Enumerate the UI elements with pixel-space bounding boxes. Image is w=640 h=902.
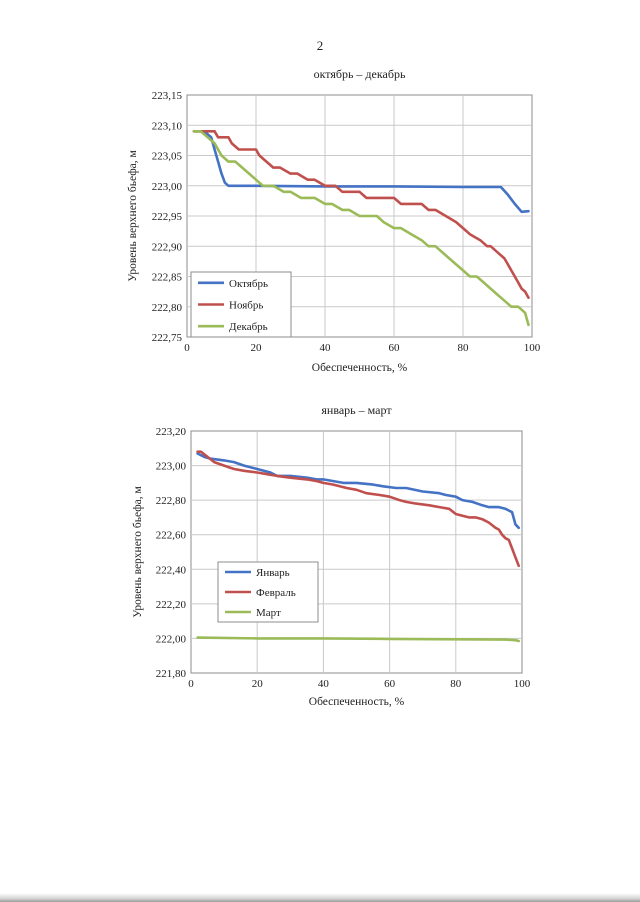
y-tick-label: 223,20 <box>156 426 187 438</box>
page-number: 2 <box>316 38 324 53</box>
x-tick-label: 20 <box>252 678 264 690</box>
y-tick-label: 223,15 <box>152 90 183 102</box>
y-axis-title: Уровень верхнего бьефа, м <box>132 485 144 617</box>
legend-entry: Декабрь <box>229 321 268 333</box>
chart-title: январь – март <box>321 403 392 417</box>
legend-entry: Октябрь <box>229 278 268 290</box>
x-tick-label: 100 <box>524 342 541 354</box>
x-axis-title: Обеспеченность, % <box>309 696 405 708</box>
y-tick-label: 222,20 <box>156 599 187 611</box>
series-line-3 <box>192 130 530 327</box>
y-tick-label: 223,00 <box>152 181 183 193</box>
y-tick-label: 221,80 <box>156 668 187 680</box>
chart-october-december: октябрь – декабрь 0 20 40 60 80 100 222,75 222,8… <box>127 67 541 374</box>
x-tick-label: 40 <box>318 678 330 690</box>
x-tick-label: 40 <box>320 342 332 354</box>
chart-january-march: январь – март 0 20 40 60 80 100 221,80 222,00 222… <box>132 403 531 708</box>
y-tick-label: 222,95 <box>152 211 183 223</box>
x-axis-title: Обеспеченность, % <box>312 362 408 374</box>
x-tick-label: 80 <box>458 342 470 354</box>
series-line-1 <box>192 130 530 214</box>
scan-bottom-edge <box>0 893 640 902</box>
x-tick-label: 0 <box>184 342 190 354</box>
x-tick-label: 20 <box>251 342 263 354</box>
x-tick-label: 0 <box>188 678 194 690</box>
y-tick-label: 222,90 <box>152 241 183 253</box>
y-axis-title: Уровень верхнего бьефа, м <box>127 149 139 281</box>
y-tick-label: 222,80 <box>152 302 183 314</box>
y-tick-label: 222,00 <box>156 633 187 645</box>
y-tick-label: 222,75 <box>152 332 183 344</box>
y-tick-label: 222,40 <box>156 564 187 576</box>
plot-area <box>190 430 523 674</box>
legend-entry: Январь <box>256 567 290 579</box>
y-tick-label: 223,00 <box>156 461 187 473</box>
legend-entry: Февраль <box>256 587 296 599</box>
y-tick-label: 222,80 <box>156 495 187 507</box>
legend-entry: Ноябрь <box>229 300 263 312</box>
y-tick-label: 222,85 <box>152 272 183 284</box>
y-tick-label: 223,05 <box>152 151 183 163</box>
series-line-3 <box>196 636 521 643</box>
x-tick-label: 80 <box>450 678 462 690</box>
series-line-2 <box>196 450 521 568</box>
y-tick-label: 222,60 <box>156 530 187 542</box>
x-tick-label: 60 <box>389 342 401 354</box>
series-line-1 <box>196 452 521 530</box>
x-tick-label: 100 <box>514 678 531 690</box>
chart-title: октябрь – декабрь <box>314 67 406 81</box>
y-tick-label: 223,10 <box>152 120 183 132</box>
legend-entry: Март <box>256 607 281 619</box>
series-line-2 <box>192 130 530 299</box>
x-tick-label: 60 <box>384 678 396 690</box>
